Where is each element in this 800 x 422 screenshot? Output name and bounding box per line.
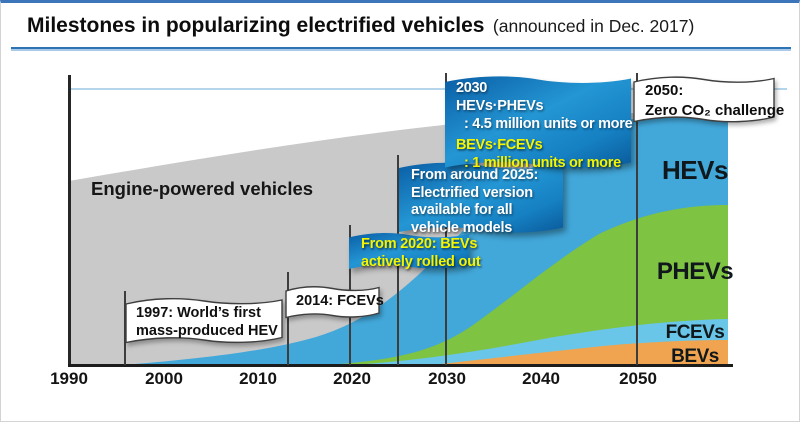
- milestone-flag-2020: From 2020: BEVs actively rolled out: [348, 231, 481, 272]
- x-axis-line: [68, 364, 733, 367]
- x-tick-2040: 2040: [522, 369, 560, 388]
- flag-shape: [633, 76, 775, 123]
- engine-area-label: Engine-powered vehicles: [91, 178, 314, 199]
- phev-area: [329, 205, 728, 365]
- milestone-flag-1997: 1997: World’s first mass-produced HEV: [125, 297, 283, 345]
- x-tick-2010: 2010: [239, 369, 277, 388]
- bevs-area-label: BEVs: [671, 346, 719, 367]
- flag-pole-1997: [124, 291, 126, 365]
- page-title: Milestones in popularizing electrified v…: [27, 14, 694, 38]
- milestone-flag-2025: From around 2025: Electrified version av…: [398, 160, 564, 236]
- flag-shape: [349, 232, 469, 269]
- milestone-text: vehicle models: [411, 219, 513, 236]
- hevs-area-label: HEVs: [662, 155, 728, 185]
- milestone-text: 2050:: [645, 82, 684, 99]
- flag-shape: [445, 76, 631, 168]
- milestone-text: From 2020: BEVs: [361, 236, 478, 252]
- flag-pole-2050: [636, 73, 638, 365]
- milestone-text: 2030: [456, 80, 488, 96]
- milestone-flag-2050: 2050: Zero CO₂ challenge: [633, 75, 785, 125]
- milestone-text: : 4.5 million units or more: [464, 116, 633, 132]
- milestone-text: : 1 million units or more: [464, 155, 621, 171]
- fcevs-area-label: FCEVs: [665, 322, 725, 343]
- milestone-text: Zero CO₂ challenge: [645, 102, 785, 119]
- x-tick-1990: 1990: [50, 369, 88, 388]
- milestone-flag-2014: 2014: FCEVs: [285, 285, 384, 320]
- title-subtitle: (announced in Dec. 2017): [492, 16, 695, 36]
- flag-shape: [125, 297, 283, 344]
- milestone-text: From around 2025:: [411, 167, 539, 183]
- milestone-text: mass-produced HEV: [136, 323, 278, 339]
- y-axis-line: [68, 75, 71, 366]
- milestone-text: 2014: FCEVs: [296, 293, 384, 309]
- milestone-text: actively rolled out: [361, 253, 481, 270]
- title-underline: [11, 47, 791, 51]
- x-tick-2020: 2020: [333, 369, 371, 388]
- flag-shape: [285, 286, 380, 319]
- x-tick-2000: 2000: [145, 369, 183, 388]
- x-tick-2030: 2030: [428, 369, 466, 388]
- flag-shape: [399, 162, 563, 233]
- flag-pole-2014: [287, 272, 289, 365]
- milestone-text: BEVs·FCEVs: [456, 137, 543, 153]
- milestone-text: 1997: World’s first: [136, 305, 261, 321]
- milestone-text: HEVs·PHEVs: [456, 98, 544, 114]
- milestone-flag-2030: 2030 HEVs·PHEVs : 4.5 million units or m…: [444, 73, 633, 172]
- milestone-text: available for all: [411, 202, 513, 218]
- phevs-area-label: PHEVs: [656, 258, 734, 285]
- title-text: Milestones in popularizing electrified v…: [27, 14, 485, 37]
- bev-area: [431, 340, 728, 365]
- milestone-text: Electrified version: [411, 184, 533, 201]
- x-tick-2050: 2050: [619, 369, 657, 388]
- capacity-guide-line: [70, 88, 787, 90]
